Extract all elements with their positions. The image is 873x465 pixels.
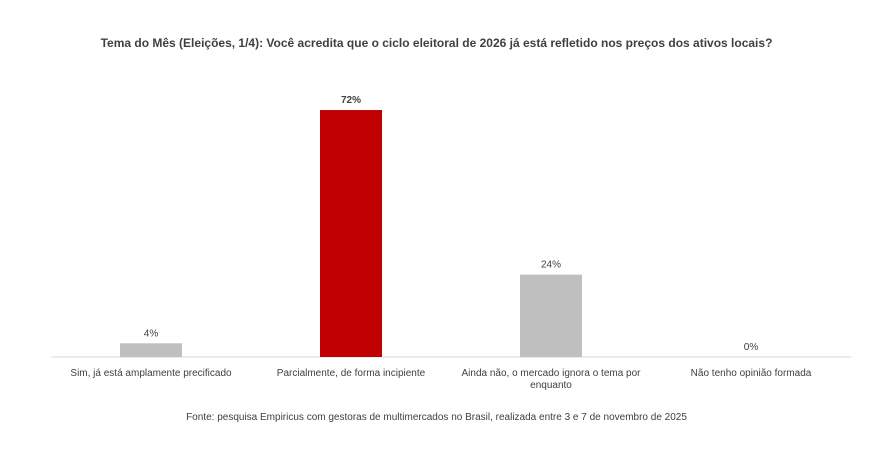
- category-label-line: Não tenho opinião formada: [691, 368, 812, 379]
- source-note: Fonte: pesquisa Empiricus com gestoras d…: [186, 412, 687, 423]
- data-label-2: 72%: [341, 95, 361, 106]
- category-label-3: Ainda não, o mercado ignora o tema por en…: [462, 368, 642, 391]
- category-label-line: enquanto: [530, 380, 572, 391]
- data-label-3: 24%: [541, 260, 561, 271]
- category-label-4: Não tenho opinião formada: [691, 368, 812, 379]
- bar-3: [520, 274, 582, 357]
- chart-title: Tema do Mês (Eleições, 1/4): Você acredi…: [100, 36, 773, 50]
- category-label-line: Parcialmente, de forma incipiente: [277, 368, 426, 379]
- category-label-1: Sim, já está amplamente precificado: [70, 368, 232, 379]
- category-label-line: Sim, já está amplamente precificado: [70, 368, 232, 379]
- bar-1: [120, 343, 182, 357]
- category-label-2: Parcialmente, de forma incipiente: [277, 368, 426, 379]
- bar-2: [320, 110, 382, 357]
- data-label-4: 0%: [744, 342, 759, 353]
- category-label-line: Ainda não, o mercado ignora o tema por: [462, 368, 642, 379]
- data-label-1: 4%: [144, 328, 159, 339]
